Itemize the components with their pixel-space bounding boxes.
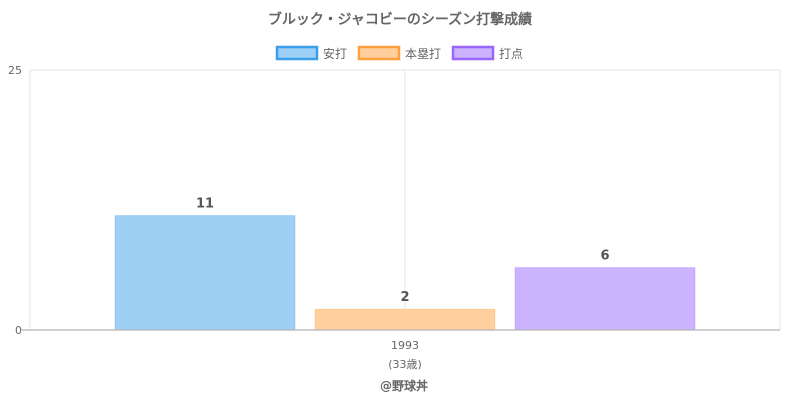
data-labels: 11 2 6 <box>196 197 610 306</box>
legend-label: 打点 <box>499 47 523 61</box>
legend-swatch-安打 <box>275 45 319 61</box>
chart-title: ブルック・ジャコビーのシーズン打撃成績 <box>268 11 532 28</box>
bars <box>114 215 696 331</box>
legend-swatch-本塁打 <box>357 45 401 61</box>
grid <box>29 69 781 330</box>
data-label: 2 <box>400 290 409 305</box>
legend-swatch-打点 <box>451 45 495 61</box>
legend: 安打 本塁打 打点 <box>275 45 523 61</box>
footer-credit: @野球丼 <box>380 378 428 393</box>
x-tick-label: 1993 <box>391 339 419 352</box>
bar-本塁打 <box>314 308 496 331</box>
bar-打点 <box>514 267 696 331</box>
legend-label: 本塁打 <box>405 47 441 61</box>
axes: 0 25 1993 (33歳) <box>8 64 780 371</box>
y-tick-label: 25 <box>8 64 22 77</box>
data-label: 11 <box>196 197 214 212</box>
y-tick-label: 0 <box>15 324 22 337</box>
legend-label: 安打 <box>323 46 347 61</box>
bar-安打 <box>114 215 296 331</box>
x-tick-sublabel: (33歳) <box>388 358 422 371</box>
data-label: 6 <box>600 249 609 264</box>
